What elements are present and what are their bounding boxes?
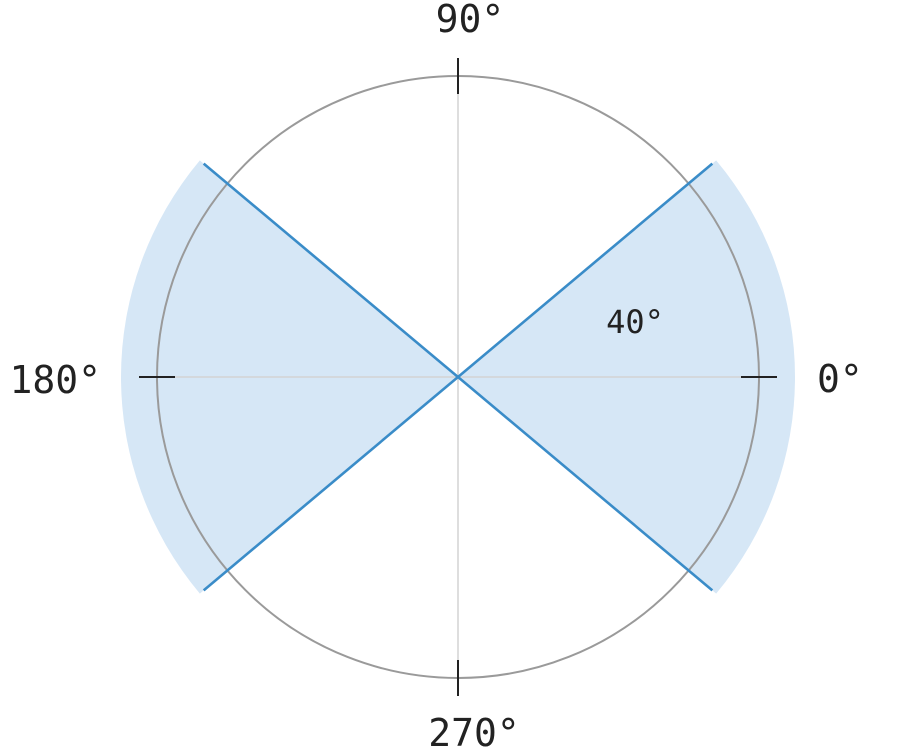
label-90-deg: 90° [436, 0, 505, 41]
label-0-deg: 0° [817, 357, 863, 401]
label-270-deg: 270° [428, 711, 520, 753]
sector-angle-label: 40° [606, 303, 664, 341]
boundary-line-falling [202, 162, 714, 592]
label-180-deg: 180° [9, 358, 101, 402]
